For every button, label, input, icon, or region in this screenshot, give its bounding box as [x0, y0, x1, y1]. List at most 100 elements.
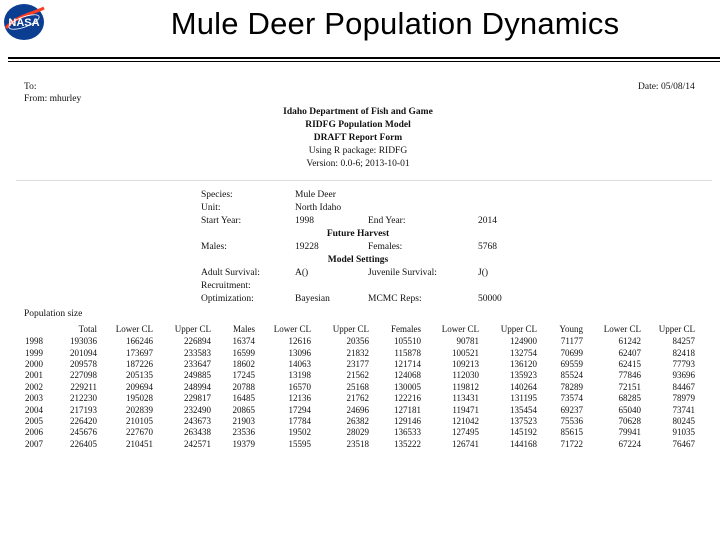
table-cell: 78289 — [560, 381, 584, 392]
table-cell: 23177 — [346, 358, 370, 369]
logo-text: NASA — [8, 17, 39, 29]
column-header: Lower CL — [115, 324, 153, 334]
table-cell: 18602 — [232, 358, 256, 369]
table-cell: 69237 — [560, 404, 584, 415]
table-row: 2007 226405 210451 242571 19379 15595 23518 135… — [22, 439, 698, 450]
recruitment-label: Recruitment: — [201, 281, 251, 291]
table-cell: 263438 — [184, 427, 211, 438]
table-cell: 15595 — [288, 438, 312, 449]
table-cell: 112030 — [452, 370, 479, 381]
column-header: Upper CL — [332, 324, 369, 334]
table-cell: 187226 — [126, 358, 153, 369]
table-cell: 84467 — [672, 381, 696, 392]
table-cell: 205135 — [126, 370, 153, 381]
table-cell: 17294 — [288, 404, 312, 415]
table-cell: 129146 — [394, 415, 421, 426]
table-cell: 113431 — [452, 393, 479, 404]
table-cell: 20788 — [232, 381, 256, 392]
memo-from: From: mhurley — [24, 94, 82, 104]
table-cell: 62415 — [618, 358, 642, 369]
table-cell: 65040 — [618, 404, 642, 415]
column-header: Upper CL — [500, 324, 537, 334]
year-cell: 2003 — [25, 393, 43, 404]
table-cell: 69559 — [560, 358, 584, 369]
table-row: 2002 229211 209694 248994 20788 16570 25168 130… — [22, 382, 698, 393]
slide-title: Mule Deer Population Dynamics — [170, 6, 620, 41]
column-header: Upper CL — [658, 324, 695, 334]
table-cell: 135923 — [510, 370, 537, 381]
mcmc-reps-label: MCMC Reps: — [368, 294, 422, 304]
table-cell: 82418 — [672, 347, 696, 358]
table-cell: 13096 — [288, 347, 312, 358]
table-cell: 233647 — [184, 358, 211, 369]
table-cell: 210451 — [126, 438, 153, 449]
table-cell: 20865 — [232, 404, 256, 415]
table-cell: 227098 — [70, 370, 97, 381]
table-cell: 93696 — [672, 370, 696, 381]
column-header: Total — [78, 324, 97, 334]
table-cell: 121042 — [452, 415, 479, 426]
table-cell: 75536 — [560, 415, 584, 426]
table-cell: 19379 — [232, 438, 256, 449]
future-harvest-heading: Future Harvest — [326, 229, 390, 239]
year-cell: 2004 — [25, 404, 43, 415]
table-cell: 78979 — [672, 393, 696, 404]
table-cell: 16374 — [232, 336, 256, 347]
table-cell: 212230 — [70, 393, 97, 404]
table-cell: 73741 — [672, 404, 696, 415]
table-cell: 24696 — [346, 404, 370, 415]
table-cell: 105510 — [394, 336, 421, 347]
table-cell: 23518 — [346, 438, 370, 449]
table-cell: 202839 — [126, 404, 153, 415]
females-harvest-label: Females: — [368, 242, 403, 252]
title-rule — [8, 57, 720, 59]
table-row: 2000 209578 187226 233647 18602 14063 23177 121… — [22, 359, 698, 370]
table-cell: 119471 — [452, 404, 479, 415]
table-cell: 19502 — [288, 427, 312, 438]
table-cell: 61242 — [618, 336, 642, 347]
table-cell: 100521 — [452, 347, 479, 358]
table-cell: 217193 — [70, 404, 97, 415]
table-cell: 233583 — [184, 347, 211, 358]
juvenile-survival-label: Juvenile Survival: — [368, 268, 437, 278]
table-cell: 229211 — [70, 381, 97, 392]
year-cell: 2005 — [25, 415, 43, 426]
column-header: Females — [391, 324, 421, 334]
table-cell: 115878 — [394, 347, 421, 358]
report-header-4: Using R package: RIDFG — [308, 146, 408, 156]
table-cell: 249885 — [184, 370, 211, 381]
table-cell: 20356 — [346, 336, 370, 347]
table-cell: 21762 — [346, 393, 370, 404]
report-header-3: DRAFT Report Form — [313, 133, 403, 143]
column-header: Lower CL — [441, 324, 479, 334]
table-cell: 209694 — [126, 381, 153, 392]
table-cell: 16485 — [232, 393, 256, 404]
table-cell: 173697 — [126, 347, 153, 358]
table-cell: 72151 — [618, 381, 642, 392]
title-rule-thin — [8, 61, 720, 62]
table-cell: 85524 — [560, 370, 584, 381]
table-cell: 130005 — [394, 381, 421, 392]
table-cell: 227670 — [126, 427, 153, 438]
table-cell: 248994 — [184, 381, 211, 392]
unit-label: Unit: — [201, 203, 221, 213]
table-cell: 17245 — [232, 370, 256, 381]
table-row: 2003 212230 195028 229817 16485 12136 21762 122… — [22, 393, 698, 404]
table-cell: 136533 — [394, 427, 421, 438]
table-cell: 243673 — [184, 415, 211, 426]
table-cell: 124900 — [510, 336, 537, 347]
year-cell: 1998 — [25, 336, 43, 347]
table-row: 2005 226420 210105 243673 21903 17784 26382 129… — [22, 416, 698, 427]
table-cell: 242571 — [184, 438, 211, 449]
species-label: Species: — [201, 190, 233, 200]
table-cell: 21832 — [346, 347, 370, 358]
start-year-label: Start Year: — [201, 216, 242, 226]
report-header-5: Version: 0.0-6; 2013-10-01 — [306, 159, 410, 169]
mcmc-reps-value: 50000 — [478, 294, 502, 304]
table-cell: 16570 — [288, 381, 312, 392]
table-cell: 232490 — [184, 404, 211, 415]
table-cell: 145192 — [510, 427, 537, 438]
table-cell: 132754 — [510, 347, 537, 358]
table-row: 2004 217193 202839 232490 20865 17294 24696 127… — [22, 404, 698, 415]
